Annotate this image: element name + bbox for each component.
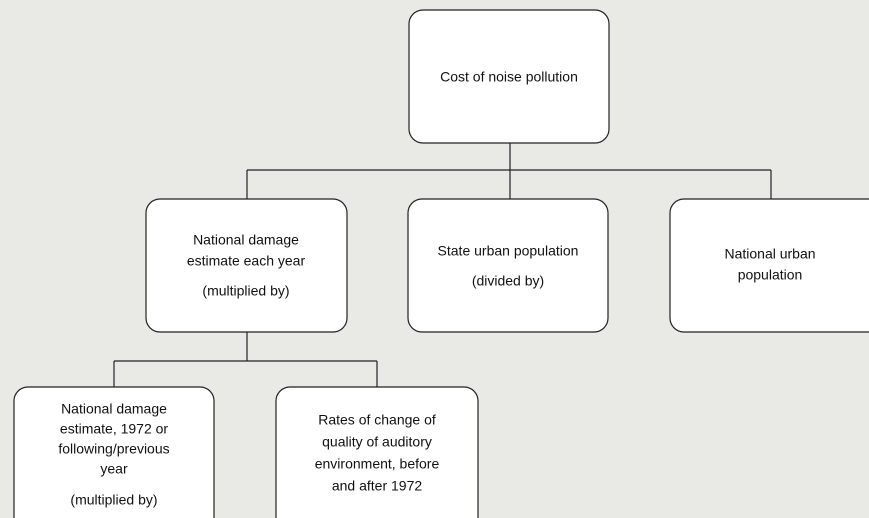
- node-text: State urban population: [438, 243, 579, 259]
- node-text: (multiplied by): [70, 492, 157, 508]
- node: Rates of change of quality of auditory e…: [275, 386, 479, 518]
- node: Cost of noise pollution: [408, 9, 610, 144]
- node-text: estimate, 1972 or: [60, 421, 169, 437]
- node-text: quality of auditory: [322, 434, 432, 450]
- node-box: [13, 386, 215, 518]
- node-text: estimate each year: [187, 253, 306, 269]
- node: National urban population: [669, 198, 869, 333]
- node: National damage estimate each year (mult…: [145, 198, 348, 333]
- node-text: National damage: [61, 401, 167, 417]
- node-text: and after 1972: [332, 478, 423, 494]
- node-box: [408, 9, 610, 144]
- node-box: [275, 386, 479, 518]
- node-text: environment, before: [315, 456, 440, 472]
- node: National damage estimate, 1972 or follow…: [13, 386, 215, 518]
- node-box: [669, 198, 869, 333]
- node-text: Rates of change of: [318, 412, 436, 428]
- connectors: [113, 143, 772, 387]
- node-text: year: [100, 461, 128, 477]
- node-text: National damage: [193, 232, 299, 248]
- node-text: Cost of noise pollution: [440, 69, 578, 85]
- node-box: [407, 198, 609, 333]
- node-text: population: [738, 267, 803, 283]
- node-box: [145, 198, 348, 333]
- node: State urban population (divided by): [407, 198, 609, 333]
- node-text: following/previous: [58, 441, 169, 457]
- node-text: (divided by): [472, 273, 544, 289]
- node-text: (multiplied by): [202, 283, 289, 299]
- node-text: National urban: [724, 246, 815, 262]
